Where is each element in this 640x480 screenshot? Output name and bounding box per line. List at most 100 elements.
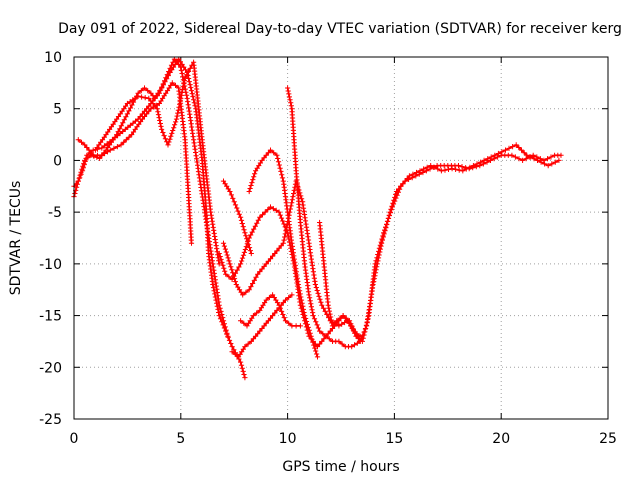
data-point-marker [135, 93, 141, 99]
data-point-marker [229, 349, 235, 355]
data-point-marker [177, 98, 183, 104]
data-point-marker [319, 302, 325, 308]
data-point-marker [538, 159, 544, 165]
data-point-marker [173, 119, 179, 125]
data-point-marker [85, 155, 91, 161]
data-point-marker [286, 294, 292, 301]
data-point-marker [248, 232, 254, 238]
y-tick-label: 10 [44, 50, 62, 66]
data-point-marker [167, 65, 173, 71]
data-point-marker [161, 133, 167, 139]
data-point-marker [180, 84, 186, 90]
data-point-marker [313, 284, 319, 291]
x-tick-label: 15 [385, 431, 403, 447]
data-point-marker [229, 344, 235, 350]
data-point-marker [74, 181, 80, 187]
data-point-marker [243, 233, 249, 239]
data-point-marker [299, 300, 305, 306]
data-point-marker [307, 330, 313, 336]
data-point-marker [388, 207, 394, 213]
data-point-marker [552, 159, 558, 165]
data-point-marker [251, 277, 257, 283]
data-point-marker [218, 308, 224, 314]
data-point-marker [254, 310, 260, 316]
data-point-marker [107, 147, 113, 153]
data-point-marker [478, 159, 484, 165]
data-point-marker [282, 297, 289, 303]
data-point-marker [236, 264, 242, 270]
data-point-marker [280, 311, 286, 318]
data-point-marker [275, 155, 281, 162]
data-point-marker [306, 292, 312, 298]
data-point-marker [246, 245, 253, 251]
data-point-marker [409, 175, 415, 181]
data-point-marker [262, 209, 268, 215]
data-point-marker [431, 164, 437, 170]
data-point-marker [281, 237, 287, 243]
data-point-marker [247, 185, 253, 192]
data-point-marker [104, 149, 111, 155]
data-point-marker [316, 293, 322, 299]
data-point-marker [470, 163, 476, 169]
data-point-marker [101, 143, 107, 149]
data-point-marker [288, 103, 294, 109]
data-point-marker [277, 165, 283, 171]
data-point-marker [80, 163, 86, 169]
data-point-marker [298, 297, 305, 303]
data-point-marker [300, 306, 306, 312]
data-point-marker [480, 161, 486, 167]
data-point-marker [349, 344, 355, 350]
data-point-marker [323, 333, 329, 339]
series-trace-4 [92, 59, 222, 267]
data-point-marker [523, 156, 529, 162]
data-point-marker [102, 150, 108, 157]
data-point-marker [232, 202, 239, 208]
data-point-marker [317, 328, 323, 334]
data-point-marker [225, 255, 231, 261]
data-point-marker [158, 87, 164, 93]
data-point-marker [296, 285, 302, 291]
data-point-marker [542, 161, 548, 167]
data-point-marker [75, 137, 81, 143]
data-point-marker [210, 281, 216, 288]
data-point-marker [79, 166, 85, 172]
data-point-marker [320, 305, 327, 311]
data-point-marker [219, 259, 225, 265]
data-point-marker [313, 319, 319, 325]
series-trace-8 [229, 292, 295, 360]
data-point-marker [485, 156, 491, 162]
data-point-marker [239, 255, 246, 261]
data-point-marker [510, 144, 516, 150]
data-point-marker [239, 365, 245, 371]
series-trace-3 [75, 80, 195, 246]
data-point-marker [276, 209, 282, 215]
x-tick-label: 0 [70, 431, 79, 447]
data-point-marker [481, 157, 487, 163]
data-point-marker [250, 313, 256, 319]
data-point-marker [291, 190, 297, 197]
data-point-marker [172, 82, 179, 88]
data-point-marker [328, 314, 334, 320]
data-point-marker [558, 152, 564, 158]
data-point-marker [185, 68, 192, 75]
data-point-marker [253, 274, 259, 280]
data-point-marker [417, 168, 423, 174]
data-point-marker [312, 345, 318, 351]
data-point-marker [126, 134, 132, 140]
data-point-marker [395, 189, 401, 195]
data-point-marker [246, 188, 252, 195]
data-point-marker [210, 285, 217, 291]
data-point-marker [164, 72, 170, 78]
data-point-marker [248, 284, 254, 290]
data-point-marker [259, 212, 266, 218]
data-point-marker [223, 249, 229, 255]
data-point-marker [492, 152, 498, 158]
data-point-marker [117, 126, 123, 132]
data-point-marker [521, 150, 527, 156]
data-point-marker [314, 354, 321, 360]
data-point-marker [132, 95, 138, 101]
data-point-marker [520, 157, 526, 163]
data-point-marker [223, 271, 229, 277]
data-point-marker [276, 162, 282, 168]
data-point-marker [297, 291, 303, 297]
